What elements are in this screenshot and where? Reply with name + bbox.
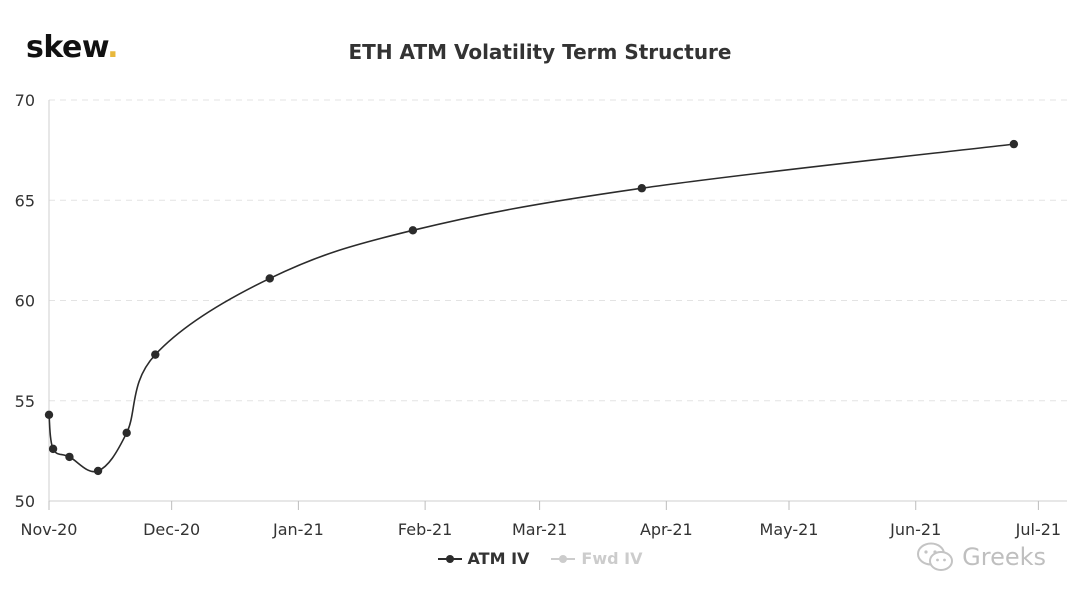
- axes: 50 55 60 65 70 Nov-20 Dec-20 Jan-21 Feb-21 Mar-21…: [15, 91, 1067, 539]
- y-tick-label: 65: [15, 191, 35, 210]
- data-point[interactable]: [1009, 139, 1019, 149]
- legend-label-atm-iv: ATM IV: [467, 549, 530, 568]
- grid-lines: [49, 99, 1067, 402]
- data-point[interactable]: [65, 452, 74, 462]
- watermark: Greeks: [916, 541, 1046, 573]
- x-tick-label: Dec-20: [143, 520, 200, 539]
- x-tick-label: Apr-21: [640, 520, 693, 539]
- x-tick-label: Jul-21: [1015, 520, 1061, 539]
- y-tick-label: 70: [15, 91, 35, 110]
- legend-label-fwd-iv: Fwd IV: [581, 549, 643, 568]
- data-point[interactable]: [48, 444, 58, 454]
- x-tick-label: Nov-20: [21, 520, 78, 539]
- watermark-text: Greeks: [962, 543, 1046, 571]
- legend-item-atm-iv[interactable]: ATM IV: [437, 549, 530, 568]
- x-tick-label: Jan-21: [272, 520, 324, 539]
- skew-logo: skew.: [26, 30, 119, 65]
- x-tick-label: Feb-21: [398, 520, 452, 539]
- data-point[interactable]: [265, 274, 274, 283]
- legend-item-fwd-iv[interactable]: Fwd IV: [551, 549, 642, 568]
- x-tick-label: May-21: [760, 520, 819, 539]
- legend-marker-fwd-iv: [551, 553, 576, 565]
- logo-dot: .: [107, 30, 119, 65]
- y-tick-label: 60: [15, 292, 35, 311]
- chart-title: ETH ATM Volatility Term Structure: [348, 40, 732, 64]
- data-point[interactable]: [637, 184, 647, 193]
- y-tick-label: 55: [15, 392, 35, 411]
- series-layer: [44, 139, 1019, 476]
- data-point[interactable]: [93, 466, 103, 476]
- data-point[interactable]: [44, 410, 54, 419]
- y-tick-label: 50: [15, 492, 35, 511]
- legend-marker-atm-iv: [437, 553, 462, 565]
- legend: ATM IV Fwd IV: [0, 549, 1080, 568]
- data-point[interactable]: [408, 226, 418, 235]
- x-tick-label: Jun-21: [889, 520, 941, 539]
- data-point[interactable]: [122, 428, 131, 438]
- x-tick-label: Mar-21: [512, 520, 567, 539]
- wechat-icon: [917, 542, 954, 571]
- data-point[interactable]: [151, 350, 160, 359]
- series-line-atm-iv: [48, 143, 1014, 473]
- logo-text: skew: [26, 30, 108, 65]
